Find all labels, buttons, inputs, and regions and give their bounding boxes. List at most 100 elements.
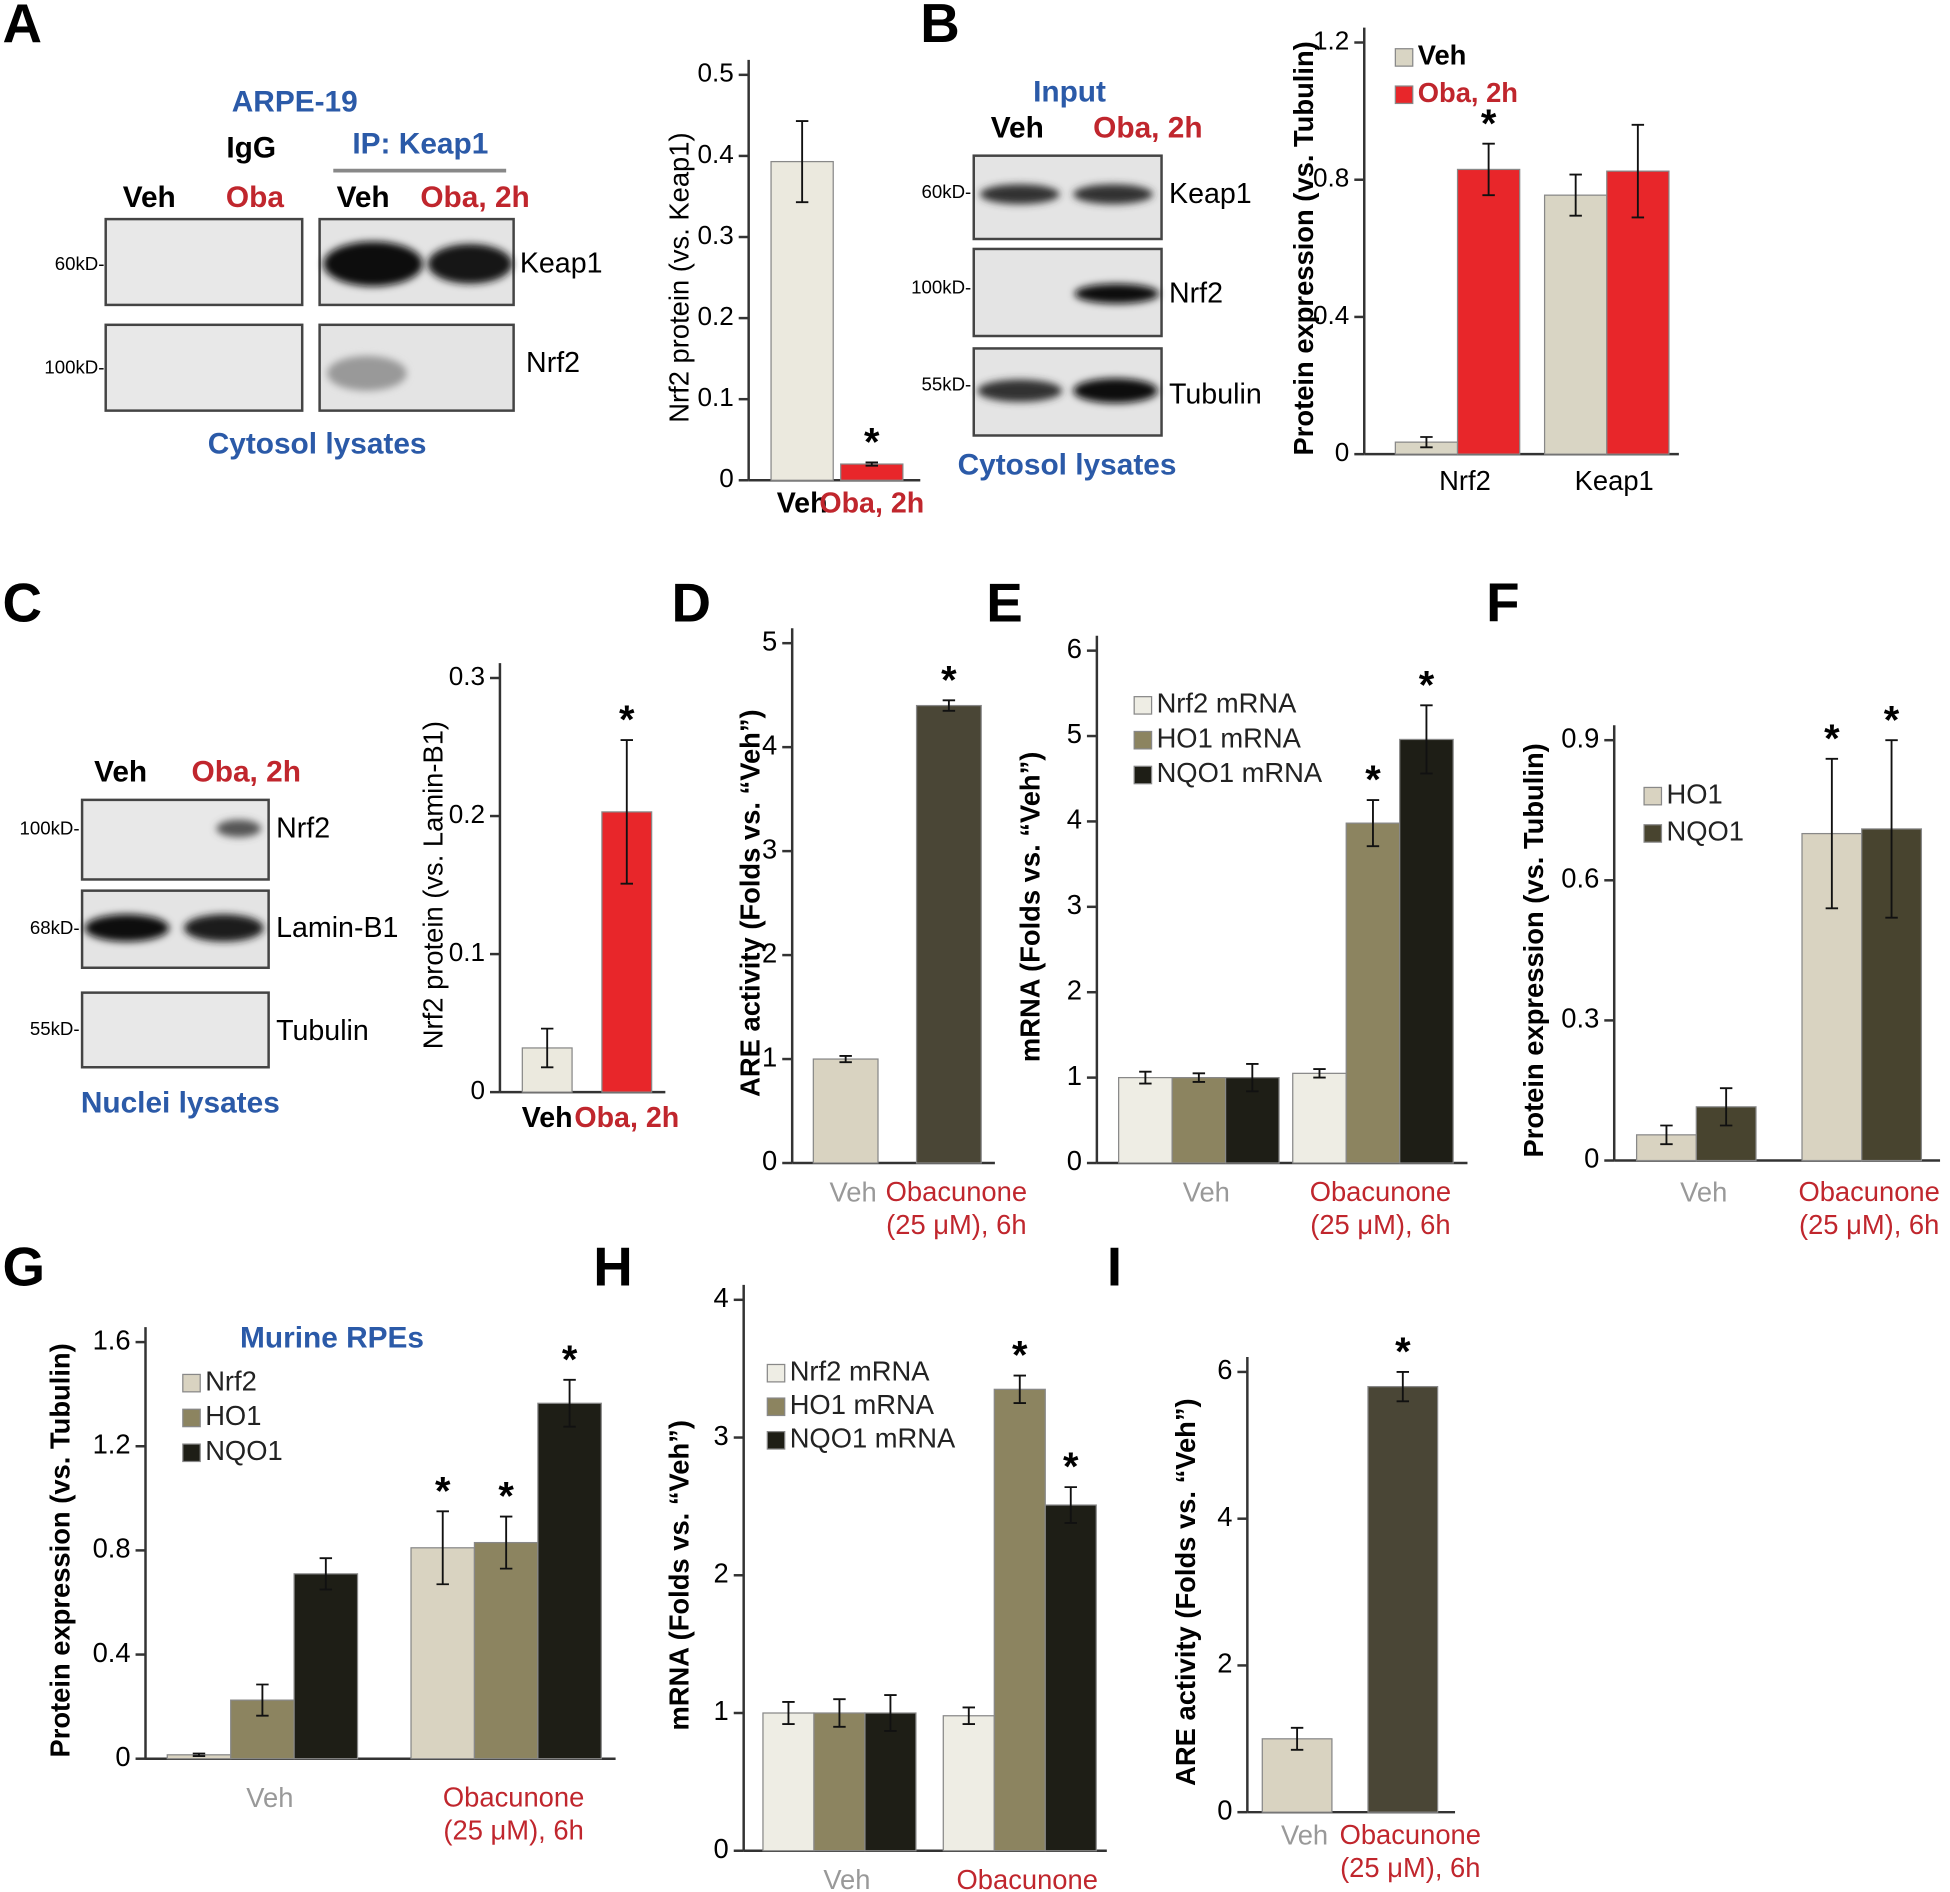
error-bar — [1660, 1124, 1673, 1146]
error-bar — [884, 1694, 897, 1732]
marker: 100kD- — [44, 356, 104, 377]
chart-title: Murine RPEs — [240, 1321, 424, 1354]
legend-swatch — [1133, 696, 1153, 715]
legend-label: Nrf2 mRNA — [1157, 688, 1298, 719]
legend-swatch — [766, 1431, 786, 1450]
legend-label: NQO1 — [1666, 816, 1744, 847]
lane-label: Oba — [226, 181, 284, 214]
lane-label: Oba, 2h — [420, 181, 529, 214]
bar — [770, 160, 834, 481]
panel-label: G — [2, 1236, 45, 1298]
x-tick-label: Oba, 2h — [574, 1102, 679, 1134]
x-tick-label: Veh — [1281, 1819, 1328, 1850]
blot-footer: Nuclei lysates — [81, 1086, 280, 1119]
bar-chart: 0 0.3 0.6 0.9 Protein expression (vs. Tubuli… — [1518, 698, 1941, 1240]
y-tick-label: 6 — [1067, 633, 1082, 664]
bar — [293, 1573, 359, 1760]
legend-label: Nrf2 — [205, 1365, 257, 1396]
lane-label: Oba, 2h — [192, 756, 301, 789]
y-tick-label: 0.8 — [1313, 163, 1349, 193]
x-tick-label: Veh — [830, 1176, 877, 1207]
band — [1073, 378, 1158, 404]
band — [327, 355, 407, 391]
group-label: IgG — [226, 131, 276, 164]
bar-chart: 0 1 2 3 4 mRNA (Folds vs. “Veh”) Nrf2 mRNA * HO1… — [664, 1282, 1107, 1892]
error-bar — [1013, 1374, 1026, 1405]
band — [216, 819, 262, 838]
legend-label: HO1 — [1666, 778, 1722, 809]
blot-box — [104, 217, 304, 307]
significance-mark: * — [435, 1469, 451, 1513]
legend-swatch — [766, 1397, 786, 1417]
row-label: Tubulin — [1169, 378, 1262, 410]
y-axis-label: Nrf2 protein (vs. Lamin-B1) — [417, 721, 448, 1049]
y-axis-label: ARE activity (Folds vs. “Veh”) — [735, 709, 766, 1096]
error-bar — [1631, 123, 1645, 219]
band — [184, 914, 264, 942]
significance-mark: * — [941, 658, 957, 702]
significance-mark: * — [619, 698, 635, 742]
significance-mark: * — [1419, 663, 1435, 707]
x-tick-label: Veh — [1680, 1176, 1727, 1207]
y-tick-label: 2 — [762, 937, 777, 968]
y-tick-label: 1 — [1067, 1060, 1082, 1091]
bar — [1367, 1385, 1439, 1813]
panel-label: B — [920, 0, 960, 54]
bar — [762, 1712, 815, 1852]
bar — [1261, 1738, 1333, 1813]
panel-label: E — [986, 572, 1022, 634]
y-tick-label: 2 — [1067, 974, 1082, 1005]
bar — [1635, 1134, 1697, 1162]
legend-label: NQO1 mRNA — [1157, 757, 1323, 788]
marker: 60kD- — [55, 253, 105, 274]
y-tick-label: 0 — [115, 1741, 130, 1772]
error-bar — [962, 1706, 975, 1725]
blot-title: Input — [1033, 75, 1106, 108]
bar — [1543, 194, 1608, 455]
row-label: Keap1 — [520, 248, 603, 280]
marker: 68kD- — [30, 917, 80, 938]
x-tick-label: Veh — [777, 488, 828, 520]
bar — [1292, 1072, 1347, 1164]
y-axis-label: mRNA (Folds vs. “Veh”) — [1014, 752, 1045, 1062]
panel-label: H — [593, 1236, 633, 1298]
error-bar — [839, 1054, 852, 1064]
y-tick-label: 0.3 — [449, 661, 485, 691]
error-bar — [1246, 1063, 1259, 1093]
error-bar — [256, 1683, 269, 1717]
error-bar — [1719, 1087, 1733, 1127]
significance-mark: * — [1481, 102, 1497, 146]
error-bar — [563, 1378, 576, 1428]
error-bar — [1825, 757, 1839, 910]
legend-swatch — [1133, 730, 1153, 750]
blot-b: Input Veh Oba, 2h 60kD- 100kD- 55kD- Kea… — [911, 75, 1262, 481]
significance-mark: * — [1824, 717, 1840, 761]
bar — [812, 1058, 879, 1164]
y-tick-label: 0.6 — [1561, 863, 1599, 894]
band — [977, 379, 1063, 402]
bar-chart: 0 0.1 0.2 0.3 0.4 0.5 Nrf2 protein (vs. Keap1)… — [664, 58, 924, 520]
significance-mark: * — [1063, 1445, 1079, 1489]
legend-swatch — [182, 1373, 201, 1393]
error-bar — [1396, 1371, 1410, 1403]
legend-swatch — [182, 1408, 201, 1428]
legend-swatch — [1394, 85, 1414, 105]
x-tick-label: Obacunone(25 μM), 6h — [886, 1176, 1027, 1240]
blot-box — [80, 798, 270, 881]
y-tick-label: 1.2 — [93, 1428, 131, 1459]
y-tick-label: 4 — [714, 1282, 729, 1313]
y-tick-label: 0 — [1335, 437, 1350, 467]
row-label: Nrf2 — [1169, 278, 1223, 310]
marker: 100kD- — [911, 277, 971, 298]
row-label: Nrf2 — [526, 347, 580, 379]
legend-label: HO1 — [205, 1400, 261, 1431]
bar — [915, 704, 982, 1164]
legend-label: HO1 mRNA — [1157, 722, 1302, 753]
y-tick-label: 0.4 — [93, 1637, 131, 1668]
y-tick-label: 4 — [1217, 1501, 1232, 1532]
y-axis-label: Protein expression (vs. Tubulin) — [1288, 41, 1319, 455]
significance-mark: * — [562, 1338, 578, 1382]
panel-label: C — [2, 572, 42, 634]
